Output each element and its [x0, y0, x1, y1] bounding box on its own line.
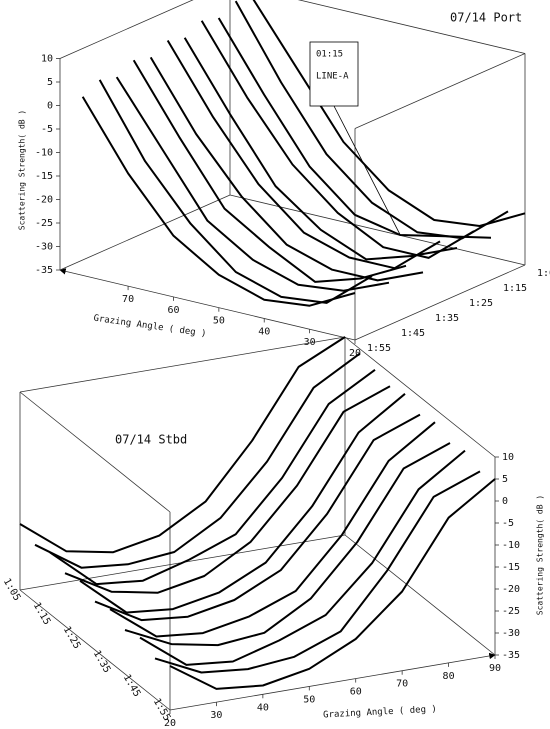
- z-tick-label: 1:45: [401, 328, 425, 339]
- x-tick-label: 80: [443, 671, 455, 682]
- y-axis-label: Scattering Strength( dB ): [536, 495, 545, 615]
- trace: [81, 96, 356, 307]
- z-tick-label: 1:55: [367, 343, 391, 354]
- x-tick-label: 60: [167, 305, 179, 316]
- trace: [64, 385, 391, 594]
- z-tick-label: 1:05: [1, 577, 23, 603]
- trace: [109, 421, 436, 638]
- trace: [98, 79, 373, 304]
- z-tick-label: 1:25: [61, 625, 83, 651]
- annotation-text: 01:15: [316, 50, 343, 60]
- trace: [79, 393, 406, 614]
- y-tick-label: -35: [502, 650, 520, 661]
- y-tick-label: 5: [502, 474, 508, 485]
- x-tick-label: 70: [122, 294, 134, 305]
- trace: [149, 56, 424, 282]
- box-edge: [297, 0, 526, 54]
- trace: [115, 76, 390, 292]
- trace: [200, 20, 475, 259]
- z-axis-line: [354, 264, 526, 341]
- x-tick-label: 40: [257, 702, 269, 713]
- annotation-leader: [333, 105, 401, 236]
- x-axis-line: [169, 652, 496, 711]
- x-axis-label: Grazing Angle ( deg ): [93, 314, 207, 340]
- box-edge: [59, 0, 194, 59]
- trace: [217, 17, 492, 239]
- y-tick-label: 0: [502, 496, 508, 507]
- y-tick-label: 10: [41, 54, 53, 65]
- trace: [139, 449, 466, 666]
- x-tick-label: 90: [489, 663, 501, 674]
- trace: [252, 0, 526, 227]
- y-tick-label: -35: [35, 265, 53, 276]
- y-tick-label: -25: [35, 218, 53, 229]
- y-tick-label: -10: [502, 540, 520, 551]
- y-axis-label: Scattering Strength( dB ): [18, 110, 27, 230]
- x-axis-label: Grazing Angle ( deg ): [323, 705, 437, 721]
- trace: [169, 478, 496, 690]
- floor-edge: [344, 534, 496, 656]
- x-tick-label: 20: [349, 348, 361, 359]
- y-tick-label: -5: [41, 124, 53, 135]
- annotation-box: [309, 41, 359, 107]
- y-tick-label: -30: [35, 242, 53, 253]
- y-tick-label: -5: [502, 518, 514, 529]
- chart-title: 07/14 Stbd: [115, 433, 187, 447]
- x-tick-label: 40: [258, 326, 270, 337]
- z-tick-label: 1:35: [435, 313, 459, 324]
- trace: [94, 413, 421, 622]
- x-tick-label: 70: [396, 679, 408, 690]
- z-tick-label: 1:35: [91, 649, 113, 675]
- z-tick-label: 1:25: [469, 298, 493, 309]
- y-tick-label: -20: [502, 584, 520, 595]
- y-tick-label: -15: [35, 171, 53, 182]
- z-tick-label: 1:05: [537, 268, 550, 279]
- trace: [183, 37, 458, 261]
- y-tick-label: 10: [502, 452, 514, 463]
- box-edge: [354, 53, 526, 129]
- box-edge: [19, 336, 346, 393]
- trace: [49, 368, 376, 586]
- y-tick-label: -10: [35, 148, 53, 159]
- x-tick-label: 60: [350, 687, 362, 698]
- z-tick-label: 1:15: [503, 283, 527, 294]
- box-edge: [19, 391, 171, 513]
- x-tick-label: 50: [303, 694, 315, 705]
- x-axis-line: [59, 268, 356, 341]
- x-tick-label: 20: [164, 718, 176, 729]
- y-tick-label: 5: [47, 77, 53, 88]
- trace: [132, 59, 407, 283]
- trace: [19, 336, 346, 554]
- trace: [124, 442, 451, 647]
- z-tick-label: 1:15: [31, 601, 53, 627]
- z-tick-label: 1:45: [121, 673, 143, 699]
- trace: [34, 352, 361, 569]
- y-tick-label: -20: [35, 195, 53, 206]
- box-edge: [344, 336, 496, 458]
- x-tick-label: 30: [210, 710, 222, 721]
- x-tick-label: 50: [213, 316, 225, 327]
- trace: [154, 470, 481, 674]
- y-tick-label: -30: [502, 628, 520, 639]
- chart-title: 07/14 Port: [450, 11, 522, 25]
- z-axis-line: [19, 589, 171, 711]
- y-tick-label: 0: [47, 101, 53, 112]
- y-tick-label: -25: [502, 606, 520, 617]
- floor-edge: [59, 194, 231, 271]
- y-tick-label: -15: [502, 562, 520, 573]
- annotation-text: LINE-A: [316, 72, 349, 82]
- z-tick-label: 1:55: [151, 697, 173, 723]
